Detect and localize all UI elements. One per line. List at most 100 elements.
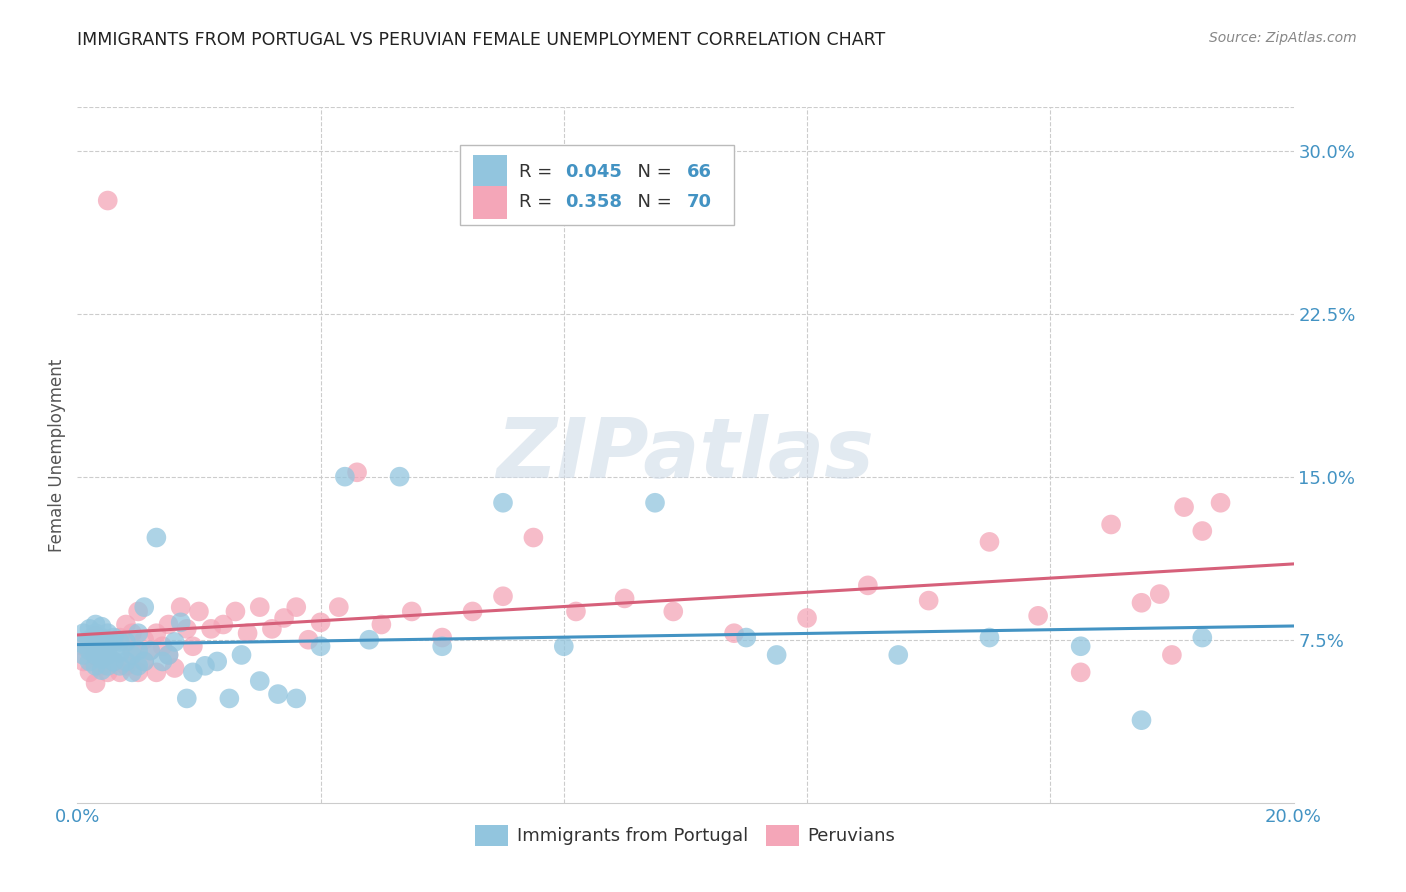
- Point: [127, 626, 149, 640]
- Point: [134, 655, 156, 669]
- Point: [134, 632, 156, 647]
- Text: 0.358: 0.358: [565, 194, 621, 211]
- Point: [1161, 648, 1184, 662]
- Point: [430, 631, 453, 645]
- Point: [84, 648, 107, 662]
- Point: [97, 665, 120, 680]
- Point: [1191, 631, 1213, 645]
- Point: [163, 661, 186, 675]
- Point: [72, 626, 94, 640]
- Point: [285, 600, 308, 615]
- Point: [145, 531, 167, 545]
- Point: [553, 639, 575, 653]
- Point: [79, 655, 101, 669]
- Point: [121, 643, 143, 657]
- Point: [260, 622, 283, 636]
- Point: [176, 691, 198, 706]
- Point: [522, 531, 544, 545]
- Point: [231, 648, 253, 662]
- Text: 66: 66: [686, 162, 711, 181]
- Point: [613, 591, 636, 606]
- Point: [97, 658, 120, 673]
- FancyBboxPatch shape: [472, 186, 506, 219]
- Point: [205, 655, 228, 669]
- Point: [157, 648, 180, 662]
- Text: ZIPatlas: ZIPatlas: [496, 415, 875, 495]
- Point: [115, 655, 138, 669]
- Point: [370, 617, 392, 632]
- Point: [157, 617, 180, 632]
- Point: [97, 648, 120, 662]
- Point: [103, 655, 125, 669]
- Point: [97, 637, 120, 651]
- Point: [84, 676, 107, 690]
- Point: [735, 631, 758, 645]
- Point: [103, 655, 125, 669]
- Point: [401, 605, 423, 619]
- Point: [200, 622, 222, 636]
- Point: [103, 635, 125, 649]
- Point: [644, 496, 666, 510]
- Point: [856, 578, 879, 592]
- Point: [127, 658, 149, 673]
- Point: [430, 639, 453, 653]
- Point: [127, 665, 149, 680]
- Text: N =: N =: [626, 162, 678, 181]
- Point: [1070, 639, 1092, 653]
- Point: [134, 655, 156, 669]
- Point: [249, 674, 271, 689]
- Point: [84, 626, 107, 640]
- Point: [723, 626, 745, 640]
- Point: [108, 658, 131, 673]
- Point: [1026, 608, 1049, 623]
- Point: [79, 637, 101, 651]
- Point: [115, 635, 138, 649]
- Point: [765, 648, 787, 662]
- FancyBboxPatch shape: [460, 145, 734, 226]
- Point: [108, 665, 131, 680]
- Point: [170, 615, 193, 630]
- Point: [97, 194, 120, 208]
- Text: 70: 70: [686, 194, 711, 211]
- Point: [72, 637, 94, 651]
- Point: [979, 631, 1001, 645]
- Point: [134, 600, 156, 615]
- Point: [84, 648, 107, 662]
- Point: [84, 617, 107, 632]
- Point: [1130, 713, 1153, 727]
- Point: [565, 605, 588, 619]
- Point: [194, 658, 217, 673]
- Point: [273, 611, 295, 625]
- Text: Source: ZipAtlas.com: Source: ZipAtlas.com: [1209, 31, 1357, 45]
- Point: [887, 648, 910, 662]
- Point: [103, 643, 125, 657]
- Point: [84, 658, 107, 673]
- Point: [115, 617, 138, 632]
- Point: [121, 626, 143, 640]
- Point: [145, 665, 167, 680]
- Point: [218, 691, 240, 706]
- Point: [359, 632, 381, 647]
- FancyBboxPatch shape: [472, 155, 506, 188]
- Point: [139, 643, 162, 657]
- Point: [918, 593, 941, 607]
- Point: [1209, 496, 1232, 510]
- Point: [492, 496, 515, 510]
- Text: R =: R =: [519, 194, 558, 211]
- Point: [181, 665, 204, 680]
- Point: [188, 605, 211, 619]
- Point: [127, 643, 149, 657]
- Point: [1099, 517, 1122, 532]
- Point: [97, 626, 120, 640]
- Point: [108, 646, 131, 660]
- Point: [127, 605, 149, 619]
- Text: R =: R =: [519, 162, 558, 181]
- Point: [115, 658, 138, 673]
- Point: [90, 663, 112, 677]
- Point: [346, 466, 368, 480]
- Point: [297, 632, 319, 647]
- Point: [90, 652, 112, 666]
- Point: [236, 626, 259, 640]
- Point: [212, 617, 235, 632]
- Point: [492, 589, 515, 603]
